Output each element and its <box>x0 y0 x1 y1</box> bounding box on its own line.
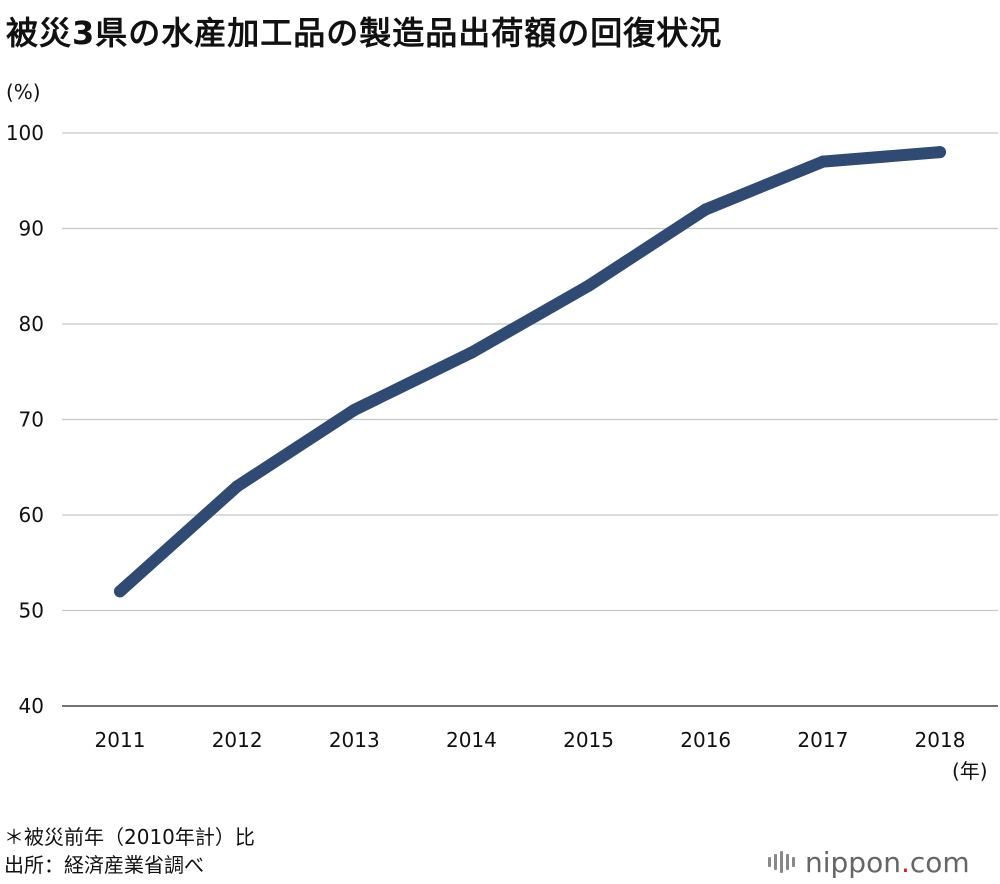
data-point <box>465 346 478 359</box>
footnote-basis: ＊被災前年（2010年計）比 <box>4 825 255 849</box>
y-tick-label: 40 <box>19 694 44 718</box>
y-axis-unit: (%) <box>6 80 41 104</box>
logo-bars-icon <box>768 851 795 873</box>
x-tick-label: 2015 <box>563 728 614 752</box>
chart-title: 被災3県の水産加工品の製造品出荷額の回復状況 <box>6 14 723 52</box>
data-point <box>934 146 946 159</box>
data-point <box>816 155 829 168</box>
x-tick-label: 2014 <box>446 728 497 752</box>
data-point <box>699 203 712 216</box>
gridlines <box>62 132 998 707</box>
y-tick-labels: 100 90 80 70 60 50 40 <box>6 121 44 718</box>
y-tick-label: 50 <box>19 599 44 623</box>
data-point <box>348 403 361 416</box>
y-tick-label: 70 <box>19 408 44 432</box>
footnote-source: 出所：経済産業省調べ <box>4 853 204 877</box>
nippon-logo: nippon. com <box>768 845 970 879</box>
x-tick-label: 2013 <box>329 728 380 752</box>
y-tick-label: 100 <box>6 121 44 145</box>
y-tick-label: 90 <box>19 217 44 241</box>
x-axis-unit: (年) <box>952 759 988 783</box>
series-line <box>114 146 946 598</box>
logo-name: nippon <box>805 845 901 879</box>
data-point <box>231 480 244 493</box>
x-tick-label: 2012 <box>212 728 263 752</box>
x-tick-label: 2011 <box>95 728 146 752</box>
footnotes: ＊被災前年（2010年計）比 出所：経済産業省調べ <box>4 823 255 879</box>
data-point <box>582 279 595 292</box>
x-tick-label: 2016 <box>680 728 731 752</box>
y-tick-label: 80 <box>19 312 44 336</box>
x-tick-label: 2018 <box>915 728 966 752</box>
y-tick-label: 60 <box>19 503 44 527</box>
logo-tld: com <box>909 845 970 879</box>
data-point <box>114 585 126 598</box>
x-tick-label: 2017 <box>797 728 848 752</box>
series-lines <box>114 146 946 598</box>
x-tick-labels: 2011 2012 2013 2014 2015 2016 2017 2018 <box>95 728 966 752</box>
logo-dot: . <box>900 845 910 879</box>
